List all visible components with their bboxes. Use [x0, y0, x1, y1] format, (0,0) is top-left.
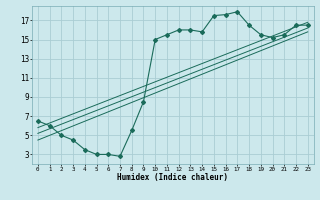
X-axis label: Humidex (Indice chaleur): Humidex (Indice chaleur)	[117, 173, 228, 182]
